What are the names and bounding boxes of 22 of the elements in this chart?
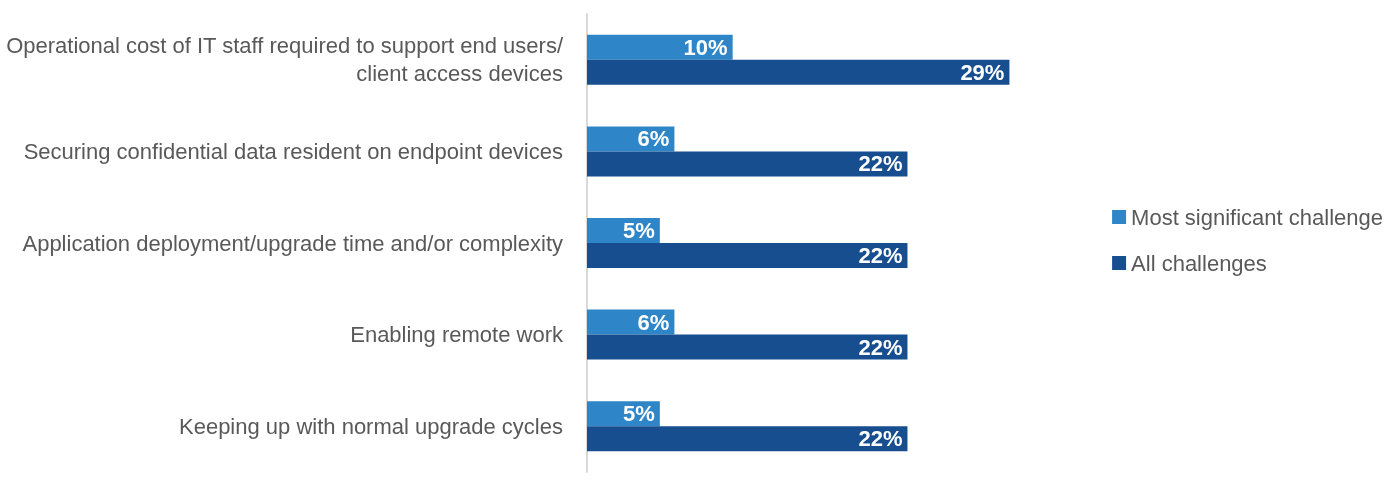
legend-label: Most significant challenge: [1131, 204, 1384, 230]
legend-label: All challenges: [1131, 250, 1267, 276]
y-tick-label: Keeping up with normal upgrade cycles: [178, 413, 563, 439]
bar: [587, 243, 908, 268]
y-tick-label: Enabling remote work: [350, 322, 564, 348]
y-tick-label: Securing confidential data resident on endpoint devices: [23, 138, 563, 164]
data-label: 5%: [623, 218, 655, 243]
data-label: 5%: [623, 401, 655, 427]
bar: [587, 59, 1010, 85]
y-tick-label: Application deployment/upgrade time and/or complexity: [22, 230, 563, 256]
data-label: 10%: [683, 34, 728, 60]
data-label: 6%: [637, 126, 670, 152]
bar: [587, 334, 908, 360]
data-label: 6%: [637, 309, 670, 335]
data-label: 22%: [858, 151, 903, 177]
bar: [587, 426, 908, 452]
bar: [587, 151, 908, 177]
data-label: 29%: [960, 59, 1005, 85]
y-tick-label: Operational cost of IT staff required to support end users/client access devices: [6, 33, 564, 87]
data-label: 22%: [858, 334, 903, 360]
data-label: 22%: [858, 426, 903, 452]
data-label: 22%: [858, 243, 903, 268]
